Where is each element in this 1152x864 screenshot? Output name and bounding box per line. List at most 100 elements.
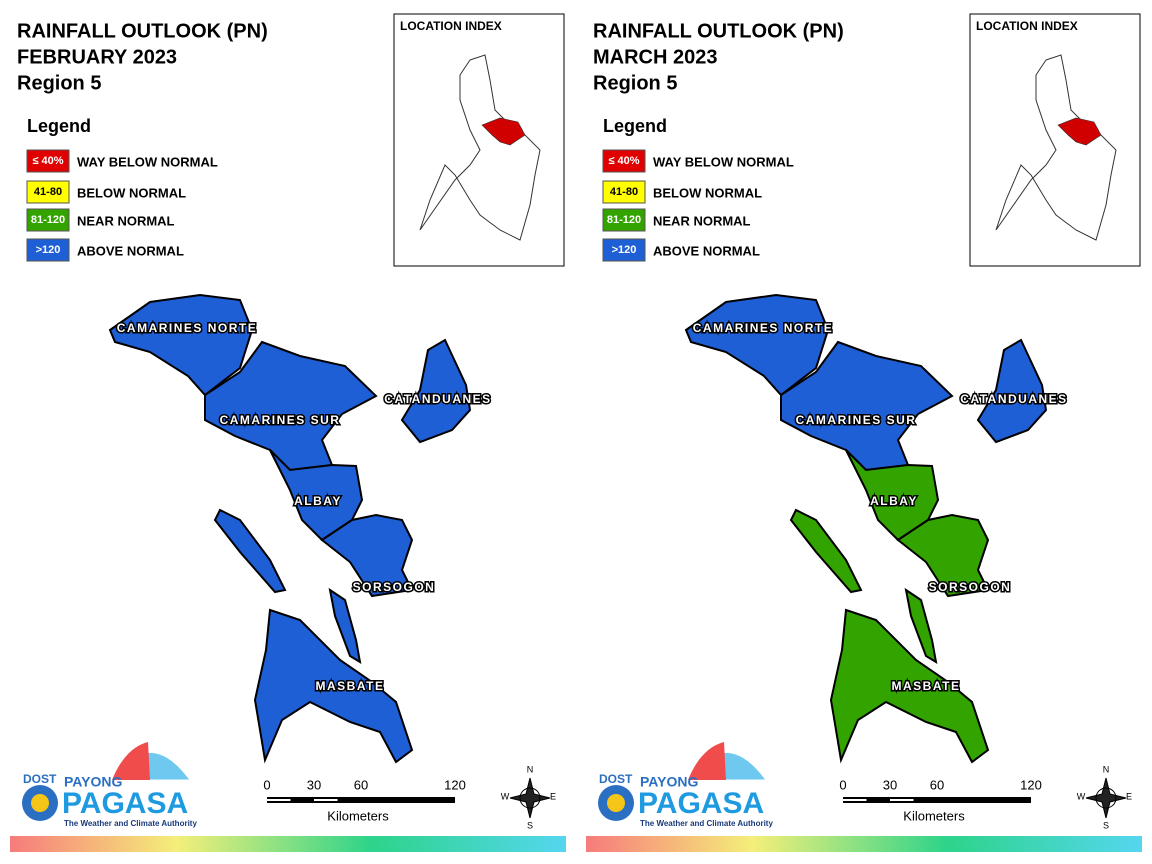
region5-highlight: [481, 117, 526, 146]
legend-code: >120: [36, 244, 61, 256]
province-label: CAMARINES SUR: [220, 413, 341, 427]
province-label: MASBATE: [892, 679, 961, 693]
province: [896, 513, 990, 598]
logo-dost: DOST: [23, 772, 57, 786]
scale-tick: 120: [444, 777, 466, 792]
legend-code: 81-120: [607, 214, 641, 226]
legend-swatch: [26, 149, 70, 173]
legend-swatch: [26, 180, 70, 204]
province: [320, 513, 414, 598]
logo-pagasa: PAGASA: [62, 787, 188, 820]
compass-letter: W: [1077, 791, 1086, 801]
region5-highlight: [1057, 117, 1102, 146]
legend-code: ≤ 40%: [32, 155, 63, 167]
scale-tick: 60: [930, 777, 944, 792]
compass-rose: [1085, 777, 1127, 819]
title-line: RAINFALL OUTLOOK (PN): [17, 20, 268, 42]
title-line: Region 5: [593, 72, 677, 94]
province-label: CATANDUANES: [960, 392, 1067, 406]
province: [253, 608, 414, 764]
legend-label: NEAR NORMAL: [77, 213, 175, 228]
scale-tick: 30: [883, 777, 897, 792]
legend-swatch: [26, 208, 70, 232]
legend-code: >120: [612, 244, 637, 256]
scale-unit: Kilometers: [903, 808, 965, 823]
rainbow-bar: [10, 836, 566, 852]
province-label: CAMARINES SUR: [796, 413, 917, 427]
legend-swatch: [602, 238, 646, 262]
province: [269, 449, 364, 542]
province: [684, 293, 830, 397]
compass-ring: [1095, 787, 1117, 809]
legend-label: NEAR NORMAL: [653, 213, 751, 228]
island: [904, 587, 938, 664]
province-label: CAMARINES NORTE: [117, 321, 258, 335]
compass-letter: E: [550, 791, 556, 801]
legend-code: 41-80: [34, 186, 62, 198]
title-line: FEBRUARY 2023: [17, 46, 177, 68]
logo-tagline: The Weather and Climate Authority: [64, 819, 197, 828]
legend-title: Legend: [27, 116, 91, 136]
legend-label: WAY BELOW NORMAL: [653, 154, 794, 169]
compass-letter: N: [1103, 764, 1110, 774]
scale-bar: [843, 797, 1031, 803]
panel: RAINFALL OUTLOOK (PN) MARCH 2023 Region 5 L…: [586, 13, 1142, 852]
compass-letter: W: [501, 791, 510, 801]
sun-inner: [607, 794, 625, 812]
province: [204, 340, 378, 472]
scale-tick: 30: [307, 777, 321, 792]
scale-tick: 0: [263, 777, 270, 792]
province: [780, 340, 954, 472]
rainbow-bar: [586, 836, 1142, 852]
province: [845, 449, 940, 542]
scale-segment: [890, 799, 914, 801]
legend-code: 41-80: [610, 186, 638, 198]
logo-pagasa: PAGASA: [638, 787, 764, 820]
title-line: Region 5: [17, 72, 101, 94]
legend-label: ABOVE NORMAL: [77, 243, 184, 258]
logo-payong: PAYONG: [64, 774, 122, 790]
scale-tick: 60: [354, 777, 368, 792]
umbrella-part: [112, 742, 150, 780]
province: [829, 608, 990, 764]
compass-ring: [519, 787, 541, 809]
province-label: SORSOGON: [929, 580, 1012, 594]
logo-payong: PAYONG: [640, 774, 698, 790]
legend-label: WAY BELOW NORMAL: [77, 154, 218, 169]
scale-segment: [267, 799, 291, 801]
province-label: ALBAY: [870, 494, 918, 508]
legend-label: BELOW NORMAL: [77, 185, 186, 200]
island: [789, 508, 863, 594]
legend-swatch: [26, 238, 70, 262]
title-line: MARCH 2023: [593, 46, 717, 68]
scale-segment: [314, 799, 338, 801]
philippines-outline: [419, 54, 541, 241]
province-label: SORSOGON: [353, 580, 436, 594]
province: [400, 338, 472, 444]
title-line: RAINFALL OUTLOOK (PN): [593, 20, 844, 42]
logo-tagline: The Weather and Climate Authority: [640, 819, 773, 828]
province: [108, 293, 254, 397]
scale-tick: 0: [839, 777, 846, 792]
compass-letter: N: [527, 764, 534, 774]
umbrella-part: [688, 742, 726, 780]
legend-swatch: [602, 208, 646, 232]
province-label: ALBAY: [294, 494, 342, 508]
scale-unit: Kilometers: [327, 808, 389, 823]
island: [328, 587, 362, 664]
compass-letter: S: [527, 820, 533, 830]
province-label: CATANDUANES: [384, 392, 491, 406]
compass-letter: E: [1126, 791, 1132, 801]
legend-title: Legend: [603, 116, 667, 136]
scale-bar: [267, 797, 455, 803]
province: [976, 338, 1048, 444]
legend-swatch: [602, 180, 646, 204]
compass-rose: [509, 777, 551, 819]
province-label: MASBATE: [316, 679, 385, 693]
province-label: CAMARINES NORTE: [693, 321, 834, 335]
legend-label: BELOW NORMAL: [653, 185, 762, 200]
legend-code: ≤ 40%: [608, 155, 639, 167]
panel: RAINFALL OUTLOOK (PN) FEBRUARY 2023 Region…: [10, 13, 566, 852]
legend-code: 81-120: [31, 214, 65, 226]
sun-inner: [31, 794, 49, 812]
